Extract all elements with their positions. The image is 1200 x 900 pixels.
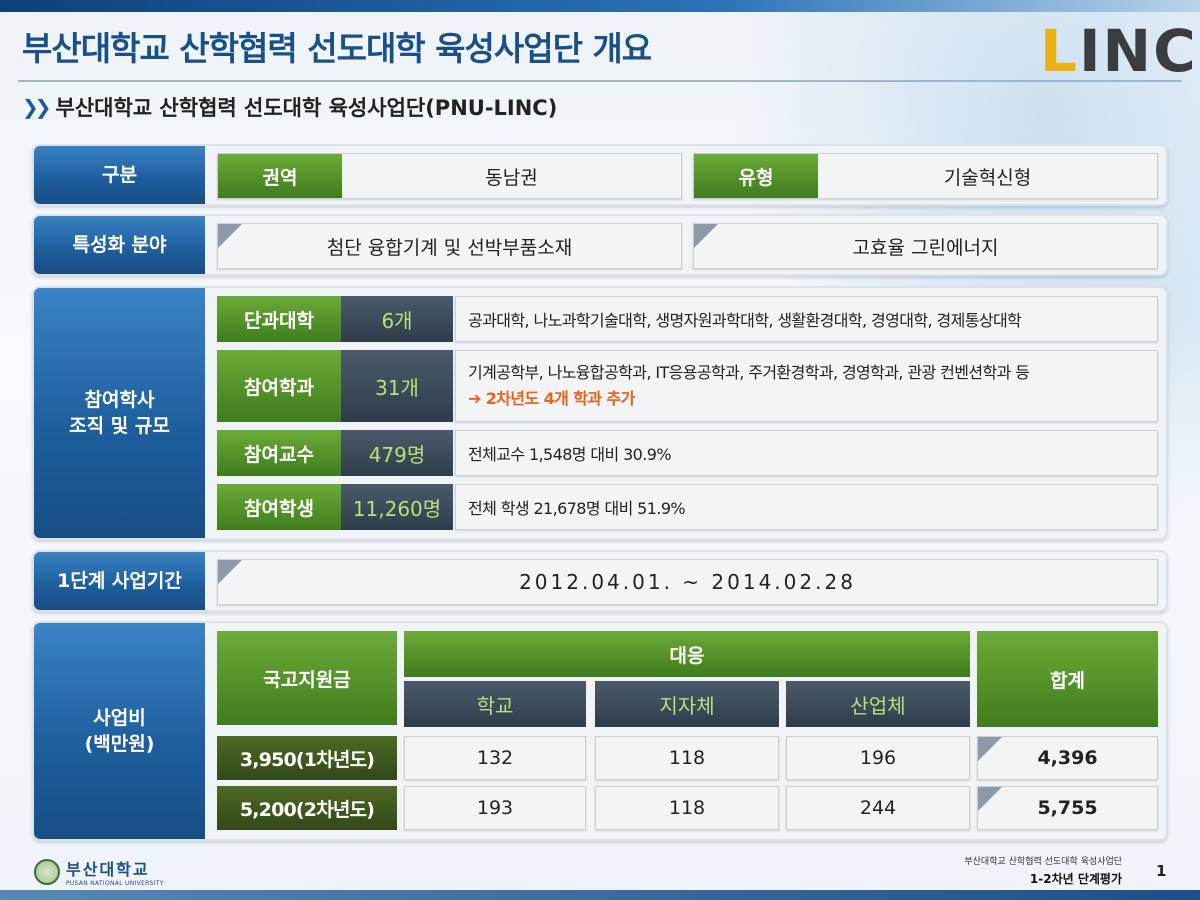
budget-header-national: 국고지원금 [217, 631, 397, 725]
org-desc-departments-box: 기계공학부, 나노융합공학과, IT응용공학과, 주거환경학과, 경영학과, 관… [455, 350, 1158, 422]
period-box: 2012.04.01. ~ 2014.02.28 [217, 559, 1158, 605]
row-label-special: 특성화 분야 [34, 216, 205, 274]
budget-row2-national: 5,200(2차년도) [217, 786, 397, 830]
corner-mark-icon [218, 224, 242, 248]
linc-logo: LINC [1040, 17, 1198, 85]
row-label-organization: 참여학사 조직 및 규모 [34, 288, 205, 538]
page-title: 부산대학교 산학협력 선도대학 육성사업단 개요 [22, 29, 652, 68]
budget-header-matching: 대응 [404, 631, 970, 677]
top-accent-bar [0, 0, 1200, 12]
org-tag-students: 참여학생 [217, 484, 341, 530]
budget-row2-school: 193 [404, 786, 586, 830]
org-count-professors: 479명 [341, 430, 453, 476]
university-name-en: PUSAN NATIONAL UNIVERSITY [66, 880, 164, 887]
region-box: 권역 동남권 [217, 153, 682, 199]
footer-maintext: 1-2차년 단계평가 [1029, 872, 1122, 886]
org-desc-colleges: 공과대학, 나노과학기술대학, 생명자원과학대학, 생활환경대학, 경영대학, … [468, 297, 1156, 341]
corner-mark-icon [694, 224, 718, 248]
subtitle-text: 부산대학교 산학협력 선도대학 육성사업단(PNU-LINC) [55, 96, 558, 120]
special-field-2-text: 고효율 그린에너지 [852, 236, 999, 259]
row-period: 1단계 사업기간 2012.04.01. ~ 2014.02.28 [32, 550, 1168, 612]
org-desc-professors-text: 전체교수 1,548명 대비 30.9% [468, 445, 672, 464]
org-desc-professors-box: 전체교수 1,548명 대비 30.9% [455, 430, 1158, 476]
budget-header-total: 합계 [977, 631, 1158, 727]
type-value: 기술혁신형 [943, 166, 1032, 189]
row-special-field: 특성화 분야 첨단 융합기계 및 선박부품소재 고효율 그린에너지 [32, 214, 1168, 276]
org-label-line2: 조직 및 규모 [69, 415, 170, 437]
type-box: 유형 기술혁신형 [693, 153, 1158, 199]
org-desc-students-box: 전체 학생 21,678명 대비 51.9% [455, 484, 1158, 530]
budget-header-local: 지자체 [595, 681, 779, 727]
budget-row1-industry: 196 [786, 736, 970, 780]
corner-mark-icon [218, 560, 242, 584]
org-count-students: 11,260명 [341, 484, 453, 530]
double-chevron-icon: ❯❯ [22, 95, 51, 119]
row-organization: 참여학사 조직 및 규모 단과대학 6개 공과대학, 나노과학기술대학, 생명자… [32, 286, 1168, 540]
budget-label-line2: (백만원) [84, 733, 155, 755]
special-field-2: 고효율 그린에너지 [693, 223, 1158, 269]
org-departments-note: ➔ 2차년도 4개 학과 추가 [468, 389, 635, 408]
budget-row2-total: 5,755 [1037, 797, 1098, 819]
budget-row2-total-box: 5,755 [977, 786, 1158, 830]
title-divider [18, 80, 1182, 82]
university-logo: 부산대학교 PUSAN NATIONAL UNIVERSITY [34, 856, 164, 887]
corner-mark-icon [978, 737, 1002, 761]
org-tag-professors: 참여교수 [217, 430, 341, 476]
row-label-budget: 사업비 (백만원) [34, 623, 205, 839]
org-desc-students-text: 전체 학생 21,678명 대비 51.9% [468, 499, 686, 518]
bottom-accent-bar [0, 890, 1200, 900]
corner-mark-icon [978, 787, 1002, 811]
section-subtitle: ❯❯ 부산대학교 산학협력 선도대학 육성사업단(PNU-LINC) [22, 92, 557, 122]
budget-label-line1: 사업비 [93, 707, 146, 729]
budget-row1-total: 4,396 [1037, 747, 1098, 769]
org-tag-departments: 참여학과 [217, 350, 341, 422]
region-value: 동남권 [485, 166, 538, 189]
row-label-period: 1단계 사업기간 [34, 552, 205, 610]
org-desc-colleges-text: 공과대학, 나노과학기술대학, 생명자원과학대학, 생활환경대학, 경영대학, … [468, 311, 1022, 330]
budget-row1-school: 132 [404, 736, 586, 780]
org-count-departments: 31개 [341, 350, 453, 422]
org-count-colleges: 6개 [341, 296, 453, 342]
org-tag-colleges: 단과대학 [217, 296, 341, 342]
footer-subtext: 부산대학교 산학협력 선도대학 육성사업단 [964, 857, 1122, 867]
org-desc-departments: 기계공학부, 나노융합공학과, IT응용공학과, 주거환경학과, 경영학과, 관… [468, 351, 1156, 421]
org-desc-departments-text: 기계공학부, 나노융합공학과, IT응용공학과, 주거환경학과, 경영학과, 관… [468, 363, 1030, 382]
budget-row1-total-box: 4,396 [977, 736, 1158, 780]
row-gubun: 구분 권역 동남권 유형 기술혁신형 [32, 144, 1168, 206]
footer-caption: 부산대학교 산학협력 선도대학 육성사업단 1-2차년 단계평가 [964, 854, 1122, 887]
org-desc-colleges-box: 공과대학, 나노과학기술대학, 생명자원과학대학, 생활환경대학, 경영대학, … [455, 296, 1158, 342]
type-tag: 유형 [694, 154, 818, 198]
page-number: 1 [1156, 862, 1167, 880]
period-value: 2012.04.01. ~ 2014.02.28 [519, 570, 856, 594]
budget-row1-national: 3,950(1차년도) [217, 736, 397, 780]
budget-row2-local: 118 [595, 786, 779, 830]
org-label-line1: 참여학사 [84, 389, 155, 411]
special-field-1-text: 첨단 융합기계 및 선박부품소재 [326, 236, 573, 259]
university-seal-icon [34, 858, 60, 885]
org-desc-professors: 전체교수 1,548명 대비 30.9% [468, 431, 1156, 475]
budget-row2-industry: 244 [786, 786, 970, 830]
special-field-1: 첨단 융합기계 및 선박부품소재 [217, 223, 682, 269]
region-tag: 권역 [218, 154, 342, 198]
budget-header-industry: 산업체 [786, 681, 970, 727]
university-name-ko: 부산대학교 [66, 860, 150, 879]
row-label-gubun: 구분 [34, 146, 205, 204]
org-desc-students: 전체 학생 21,678명 대비 51.9% [468, 485, 1156, 529]
budget-header-school: 학교 [404, 681, 586, 727]
budget-row1-local: 118 [595, 736, 779, 780]
row-budget: 사업비 (백만원) 국고지원금 대응 학교 지자체 산업체 합계 3,950(1… [32, 621, 1168, 841]
